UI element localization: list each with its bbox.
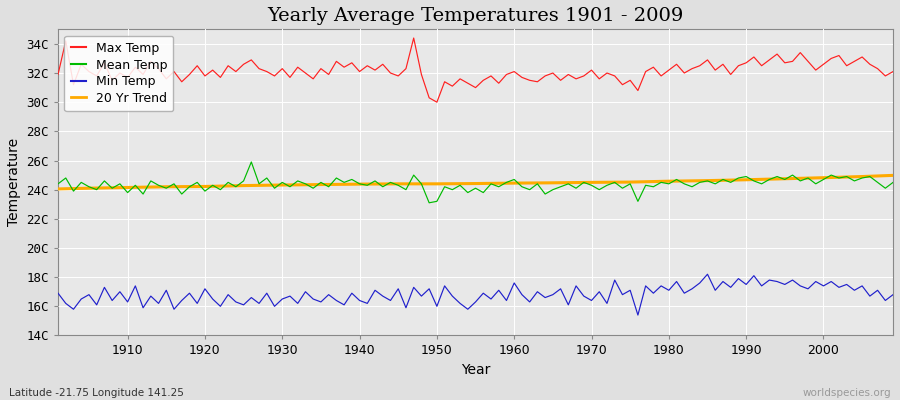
Legend: Max Temp, Mean Temp, Min Temp, 20 Yr Trend: Max Temp, Mean Temp, Min Temp, 20 Yr Tre… bbox=[64, 36, 174, 111]
Y-axis label: Temperature: Temperature bbox=[7, 138, 21, 226]
Title: Yearly Average Temperatures 1901 - 2009: Yearly Average Temperatures 1901 - 2009 bbox=[267, 7, 684, 25]
Text: worldspecies.org: worldspecies.org bbox=[803, 388, 891, 398]
Text: Latitude -21.75 Longitude 141.25: Latitude -21.75 Longitude 141.25 bbox=[9, 388, 184, 398]
X-axis label: Year: Year bbox=[461, 363, 491, 377]
